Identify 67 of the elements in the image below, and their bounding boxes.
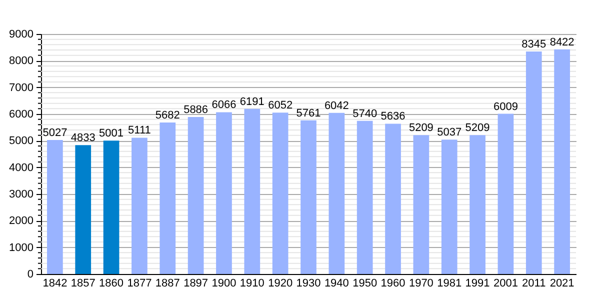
data-label: 5209 xyxy=(408,122,434,134)
data-label: 4833 xyxy=(70,132,96,144)
x-tick-label: 1897 xyxy=(184,278,208,290)
x-tick-label: 1877 xyxy=(127,278,152,290)
y-tick-label: 8000 xyxy=(9,55,34,68)
data-label: 5209 xyxy=(465,122,490,134)
bar xyxy=(498,114,514,274)
data-label: 6191 xyxy=(240,96,264,108)
bar xyxy=(272,112,288,274)
bar xyxy=(47,140,63,274)
bar xyxy=(470,135,486,274)
x-tick-label: 1981 xyxy=(437,278,462,290)
bar xyxy=(160,122,176,274)
x-tick-label: 1920 xyxy=(268,278,293,290)
bar xyxy=(385,124,401,274)
x-tick-label: 1940 xyxy=(324,278,349,290)
x-tick-label: 1991 xyxy=(465,278,490,290)
data-label: 5682 xyxy=(155,109,180,122)
x-tick-label: 1950 xyxy=(352,278,378,290)
bar xyxy=(356,120,373,274)
x-tick-label: 1930 xyxy=(296,278,321,290)
data-label: 6009 xyxy=(493,100,518,113)
bar xyxy=(554,49,570,274)
bar xyxy=(300,120,316,274)
x-tick-label: 1887 xyxy=(155,278,180,290)
data-label: 8345 xyxy=(522,38,546,50)
bar xyxy=(216,112,232,274)
y-tick-label: 2000 xyxy=(9,215,34,228)
y-tick-label: 3000 xyxy=(9,188,34,200)
x-tick-label: 2021 xyxy=(550,278,574,290)
data-label: 5027 xyxy=(42,126,68,139)
data-label: 5037 xyxy=(437,126,462,139)
data-label: 5740 xyxy=(352,108,378,120)
data-label: 5111 xyxy=(128,124,151,137)
data-label: 5636 xyxy=(380,110,406,123)
bar xyxy=(441,140,458,274)
data-label: 5886 xyxy=(184,104,208,116)
data-label: 8422 xyxy=(550,36,574,48)
y-tick-label: 7000 xyxy=(9,82,34,94)
bar xyxy=(132,138,148,274)
bar xyxy=(75,145,92,274)
data-label: 5761 xyxy=(296,107,321,120)
x-tick-label: 1860 xyxy=(99,278,124,290)
data-label: 6042 xyxy=(324,100,349,112)
y-tick-label: 4000 xyxy=(9,162,34,174)
y-tick-label: 6000 xyxy=(9,108,34,120)
x-tick-label: 1960 xyxy=(380,278,406,290)
bar xyxy=(244,108,260,274)
x-tick-label: 2001 xyxy=(493,278,518,290)
x-tick-label: 1900 xyxy=(212,278,236,290)
bar xyxy=(328,112,345,274)
x-tick-label: 1857 xyxy=(70,278,96,290)
y-tick-label: 9000 xyxy=(9,28,34,40)
y-tick-label: 1000 xyxy=(9,242,34,254)
x-tick-label: 1842 xyxy=(42,278,68,290)
bar xyxy=(413,135,430,274)
x-tick-label: 1970 xyxy=(408,278,434,290)
bar xyxy=(188,117,204,274)
data-label: 6052 xyxy=(268,100,293,112)
x-tick-label: 1910 xyxy=(240,278,264,290)
data-label: 6066 xyxy=(212,99,236,112)
y-tick-label: 0 xyxy=(27,268,34,280)
x-tick-label: 2011 xyxy=(522,278,546,290)
data-label: 5001 xyxy=(99,128,124,140)
bar xyxy=(103,140,120,274)
bar xyxy=(526,51,542,274)
y-tick-label: 5000 xyxy=(9,135,34,148)
